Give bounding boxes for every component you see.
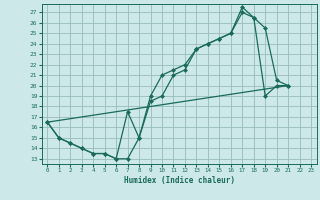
X-axis label: Humidex (Indice chaleur): Humidex (Indice chaleur)	[124, 176, 235, 185]
